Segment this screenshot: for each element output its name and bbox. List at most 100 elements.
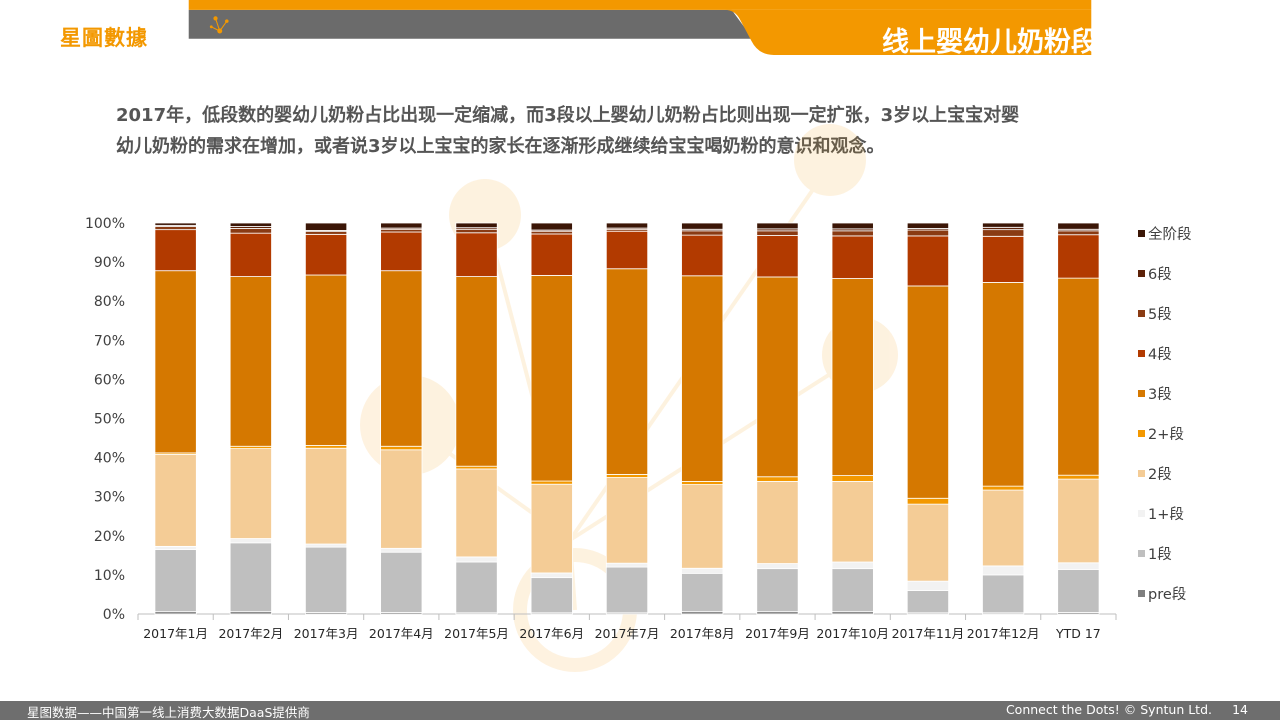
- legend-swatch: [1138, 230, 1145, 237]
- bar-segment-1段: [982, 574, 1025, 614]
- intro-line-2: 幼儿奶粉的需求在增加，或者说3岁以上宝宝的家长在逐渐形成继续给宝宝喝奶粉的意识和…: [116, 136, 885, 157]
- bar-segment-4段: [982, 235, 1025, 283]
- x-tick-label: 2017年7月: [595, 626, 660, 641]
- bar-segment-2段: [831, 481, 874, 563]
- bar-segment-1段: [756, 568, 799, 613]
- bar-segment-1+段: [906, 580, 950, 591]
- bar-segment-全阶段: [906, 222, 950, 229]
- legend-label: 1+段: [1148, 506, 1184, 523]
- x-tick-label: YTD 17: [1055, 626, 1101, 641]
- bar-segment-全阶段: [605, 222, 649, 229]
- bar-segment-3段: [304, 274, 348, 446]
- legend-swatch: [1138, 310, 1145, 317]
- bar-segment-2段: [906, 503, 950, 582]
- bar-segment-1段: [831, 568, 874, 613]
- bar-segment-3段: [380, 270, 423, 447]
- legend-label: 2段: [1148, 466, 1172, 483]
- bar-segment-4段: [681, 234, 724, 277]
- legend-swatch: [1138, 270, 1145, 277]
- bar-segment-1段: [681, 572, 724, 613]
- bar-segment-2+段: [831, 475, 874, 482]
- bar-segment-5段: [1057, 230, 1100, 236]
- bar-segment-1+段: [304, 543, 348, 548]
- bar-segment-1+段: [831, 561, 874, 570]
- bar-segment-4段: [1057, 234, 1100, 279]
- page-number: 14: [1232, 702, 1248, 717]
- bar-segment-4段: [154, 229, 197, 272]
- page-title: 线上婴幼儿奶粉段数分布及走势: [882, 27, 1260, 58]
- bar-segment-1+段: [681, 567, 724, 574]
- bar-segment-5段: [756, 230, 799, 236]
- y-tick-label: 80%: [94, 294, 125, 310]
- legend-swatch: [1138, 390, 1145, 397]
- bar-segment-4段: [756, 235, 799, 278]
- legend-swatch: [1138, 470, 1145, 477]
- x-tick-label: 2017年1月: [143, 626, 208, 641]
- bar-segment-2+段: [982, 485, 1025, 491]
- bar-segment-1段: [530, 577, 573, 614]
- y-tick-label: 30%: [94, 490, 125, 506]
- logo-text: 星圖數據: [60, 26, 148, 50]
- bar-segment-5段: [229, 228, 272, 234]
- bar-segment-5段: [982, 229, 1025, 237]
- legend-label: 5段: [1148, 306, 1172, 323]
- bar-segment-5段: [906, 229, 950, 237]
- y-tick-label: 100%: [85, 216, 125, 232]
- bar-segment-3段: [605, 268, 649, 475]
- footer-copyright: Connect the Dots! © Syntun Ltd.: [1005, 702, 1212, 717]
- bar-segment-2+段: [906, 497, 950, 505]
- x-tick-label: 2017年2月: [218, 626, 283, 641]
- footer-bar: 星图数据——中国第一线上消费大数据DaaS提供商 Connect the Dot…: [0, 701, 1280, 720]
- x-tick-label: 2017年5月: [444, 626, 509, 641]
- legend-swatch: [1138, 510, 1145, 517]
- y-tick-label: 90%: [94, 255, 125, 271]
- bar-segment-1+段: [455, 556, 498, 563]
- bar-segment-4段: [530, 233, 573, 276]
- bar-segment-4段: [304, 233, 348, 276]
- bar-segment-2+段: [681, 481, 724, 485]
- legend-swatch: [1138, 550, 1145, 557]
- bar-segment-2段: [982, 489, 1025, 567]
- bar-segment-1段: [1057, 569, 1100, 613]
- bar-segment-全阶段: [681, 222, 724, 230]
- bar-segment-5段: [530, 230, 573, 235]
- bar-segment-2段: [455, 468, 498, 558]
- bar-segment-4段: [831, 235, 874, 279]
- legend-label: 2+段: [1148, 426, 1184, 443]
- bar-segment-3段: [681, 275, 724, 482]
- y-tick-label: 70%: [94, 333, 125, 349]
- legend-label: pre段: [1148, 586, 1186, 603]
- bar-segment-2段: [380, 449, 423, 549]
- bar-segment-全阶段: [154, 222, 197, 226]
- bar-segment-2段: [154, 454, 197, 547]
- x-tick-label: 2017年11月: [892, 626, 965, 641]
- bar-segment-5段: [380, 228, 423, 233]
- intro-line-1: 2017年，低段数的婴幼儿奶粉占比出现一定缩减，而3段以上婴幼儿奶粉占比则出现一…: [116, 105, 1020, 126]
- stacked-bar-chart: 0% 10% 20% 30% 40% 50% 60% 70% 80% 90% 100% 2017年1月…: [85, 124, 1192, 672]
- bar-segment-全阶段: [304, 222, 348, 231]
- bar-segment-3段: [831, 278, 874, 476]
- bar-segment-1+段: [756, 563, 799, 570]
- bar-segment-1段: [455, 561, 498, 614]
- bar-segment-5段: [304, 231, 348, 235]
- intro-text: 2017年，低段数的婴幼儿奶粉占比出现一定缩减，而3段以上婴幼儿奶粉占比则出现一…: [116, 100, 1196, 162]
- header-bar: [188, 0, 1092, 55]
- bar-segment-1+段: [982, 565, 1025, 576]
- bar-segment-2+段: [605, 474, 649, 478]
- bar-segment-5段: [831, 230, 874, 237]
- legend-label: 6段: [1148, 266, 1172, 283]
- y-tick-label: 50%: [94, 412, 125, 428]
- bar-segment-1+段: [229, 538, 272, 544]
- x-tick-label: 2017年6月: [519, 626, 584, 641]
- bar-segment-3段: [1057, 277, 1100, 476]
- bar-segment-4段: [605, 230, 649, 270]
- header-title-tab: [724, 9, 1092, 55]
- bar-segment-1段: [906, 590, 950, 614]
- bar-segment-1段: [304, 546, 348, 613]
- y-tick-label: 10%: [94, 568, 125, 584]
- logo-dots-icon: [209, 16, 229, 34]
- bar-segment-5段: [154, 226, 197, 231]
- x-tick-label: 2017年9月: [745, 626, 810, 641]
- bar-segment-1段: [154, 549, 197, 613]
- bar-segment-2+段: [455, 465, 498, 470]
